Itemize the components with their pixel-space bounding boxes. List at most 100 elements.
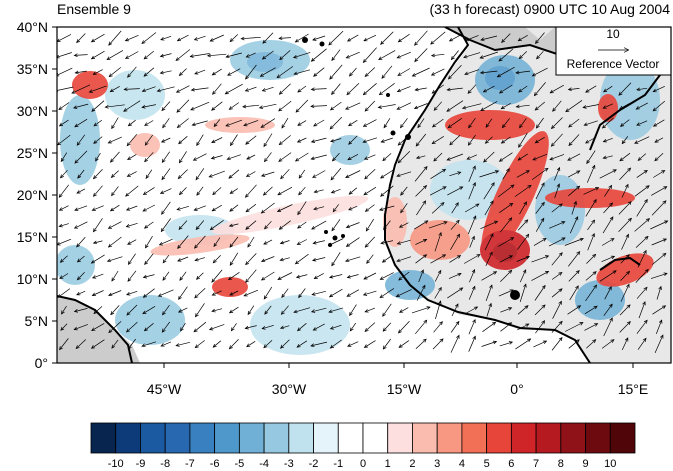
wind-vector xyxy=(295,152,309,162)
wind-vector xyxy=(243,120,259,126)
wind-vector-head xyxy=(492,271,498,275)
wind-vector xyxy=(565,100,583,112)
wind-vector xyxy=(568,270,580,282)
wind-vector-head xyxy=(626,270,631,275)
wind-vector-head xyxy=(472,165,476,170)
wind-vector-head xyxy=(489,233,494,238)
wind-vector xyxy=(91,50,105,60)
wind-vector-head xyxy=(454,303,459,308)
wind-vector xyxy=(295,99,309,113)
wind-vector-head xyxy=(550,142,555,147)
wind-vector-head xyxy=(602,155,607,160)
wind-vector xyxy=(142,204,156,212)
wind-vector xyxy=(225,119,243,127)
wind-vector xyxy=(397,86,411,92)
wind-vector xyxy=(126,222,138,228)
colorbar-swatch xyxy=(238,422,265,454)
wind-vector xyxy=(76,134,86,146)
wind-vector-head xyxy=(489,284,493,289)
wind-vector-head xyxy=(437,269,442,275)
wind-vector xyxy=(499,152,513,162)
wind-vector-head xyxy=(345,258,350,263)
wind-vector-head xyxy=(278,141,283,146)
wind-vector-head xyxy=(558,203,563,208)
wind-vector xyxy=(177,118,189,128)
wind-vector-head xyxy=(125,224,130,228)
wind-vector-head xyxy=(556,166,561,172)
wind-vector xyxy=(93,306,103,314)
wind-vector xyxy=(485,118,493,128)
wind-vector xyxy=(59,338,69,350)
wind-vector xyxy=(91,33,105,43)
wind-vector xyxy=(451,202,459,214)
wind-vector xyxy=(124,88,140,90)
wind-vector-head xyxy=(125,207,131,211)
wind-vector xyxy=(161,201,171,215)
wind-vector xyxy=(77,271,85,281)
wind-vector-head xyxy=(195,226,200,231)
wind-vector xyxy=(621,136,629,144)
wind-vector-head xyxy=(501,124,506,129)
wind-vector xyxy=(92,290,104,296)
wind-vector-head xyxy=(90,38,96,43)
wind-vector-head xyxy=(245,225,250,230)
wind-vector-head xyxy=(58,122,64,127)
wind-vector-head xyxy=(263,344,268,349)
wind-vector xyxy=(261,256,275,262)
wind-vector-head xyxy=(243,122,248,127)
wind-vector-head xyxy=(645,218,651,222)
wind-vector xyxy=(500,322,512,332)
wind-vector-head xyxy=(178,226,183,230)
wind-vector-head xyxy=(556,183,561,188)
wind-vector-head xyxy=(626,283,630,288)
wind-vector xyxy=(212,340,222,348)
wind-vector xyxy=(551,288,563,298)
wind-vector-head xyxy=(176,207,181,211)
wind-vector-head xyxy=(177,175,182,180)
wind-vector-head xyxy=(141,343,146,348)
wind-vector xyxy=(264,152,272,162)
wind-vector xyxy=(362,137,378,143)
wind-vector xyxy=(111,170,119,178)
wind-vector xyxy=(277,204,293,212)
wind-vector xyxy=(363,47,377,63)
wind-vector xyxy=(111,270,119,282)
wind-vector xyxy=(298,169,306,179)
wind-vector-head xyxy=(619,123,625,127)
wind-vector xyxy=(313,119,325,127)
wind-vector-head xyxy=(262,39,267,44)
wind-vector xyxy=(583,187,599,195)
wind-vector xyxy=(346,237,360,247)
wind-vector-head xyxy=(160,343,165,347)
wind-vector xyxy=(568,339,580,349)
wind-vector xyxy=(145,236,153,248)
wind-vector xyxy=(568,251,580,267)
colorbar-label: -2 xyxy=(309,458,319,470)
wind-vector-head xyxy=(542,340,548,345)
wind-vector-head xyxy=(258,105,264,109)
wind-vector-head xyxy=(212,343,217,348)
wind-vector-head xyxy=(382,345,387,350)
wind-vector-head xyxy=(423,239,428,243)
colorbar-swatch xyxy=(535,422,562,454)
wind-vector-head xyxy=(196,275,201,280)
wind-vector xyxy=(60,152,68,162)
wind-vector-head xyxy=(643,286,648,291)
wind-vector-head xyxy=(610,255,616,260)
wind-vector xyxy=(74,205,88,211)
wind-vector xyxy=(144,253,154,265)
wind-vector xyxy=(650,220,668,230)
wind-vector-head xyxy=(229,243,234,248)
wind-vector-head xyxy=(93,310,98,315)
wind-vector xyxy=(602,117,614,129)
wind-vector-head xyxy=(124,55,130,59)
wind-vector xyxy=(329,64,343,80)
wind-vector xyxy=(314,189,324,193)
wind-vector xyxy=(450,321,460,333)
wind-vector-head xyxy=(281,293,286,298)
wind-vector-head xyxy=(347,38,352,42)
colorbar-swatch xyxy=(585,422,611,454)
wind-vector-head xyxy=(484,139,489,144)
wind-vector xyxy=(229,306,239,314)
wind-vector-head xyxy=(380,40,385,45)
